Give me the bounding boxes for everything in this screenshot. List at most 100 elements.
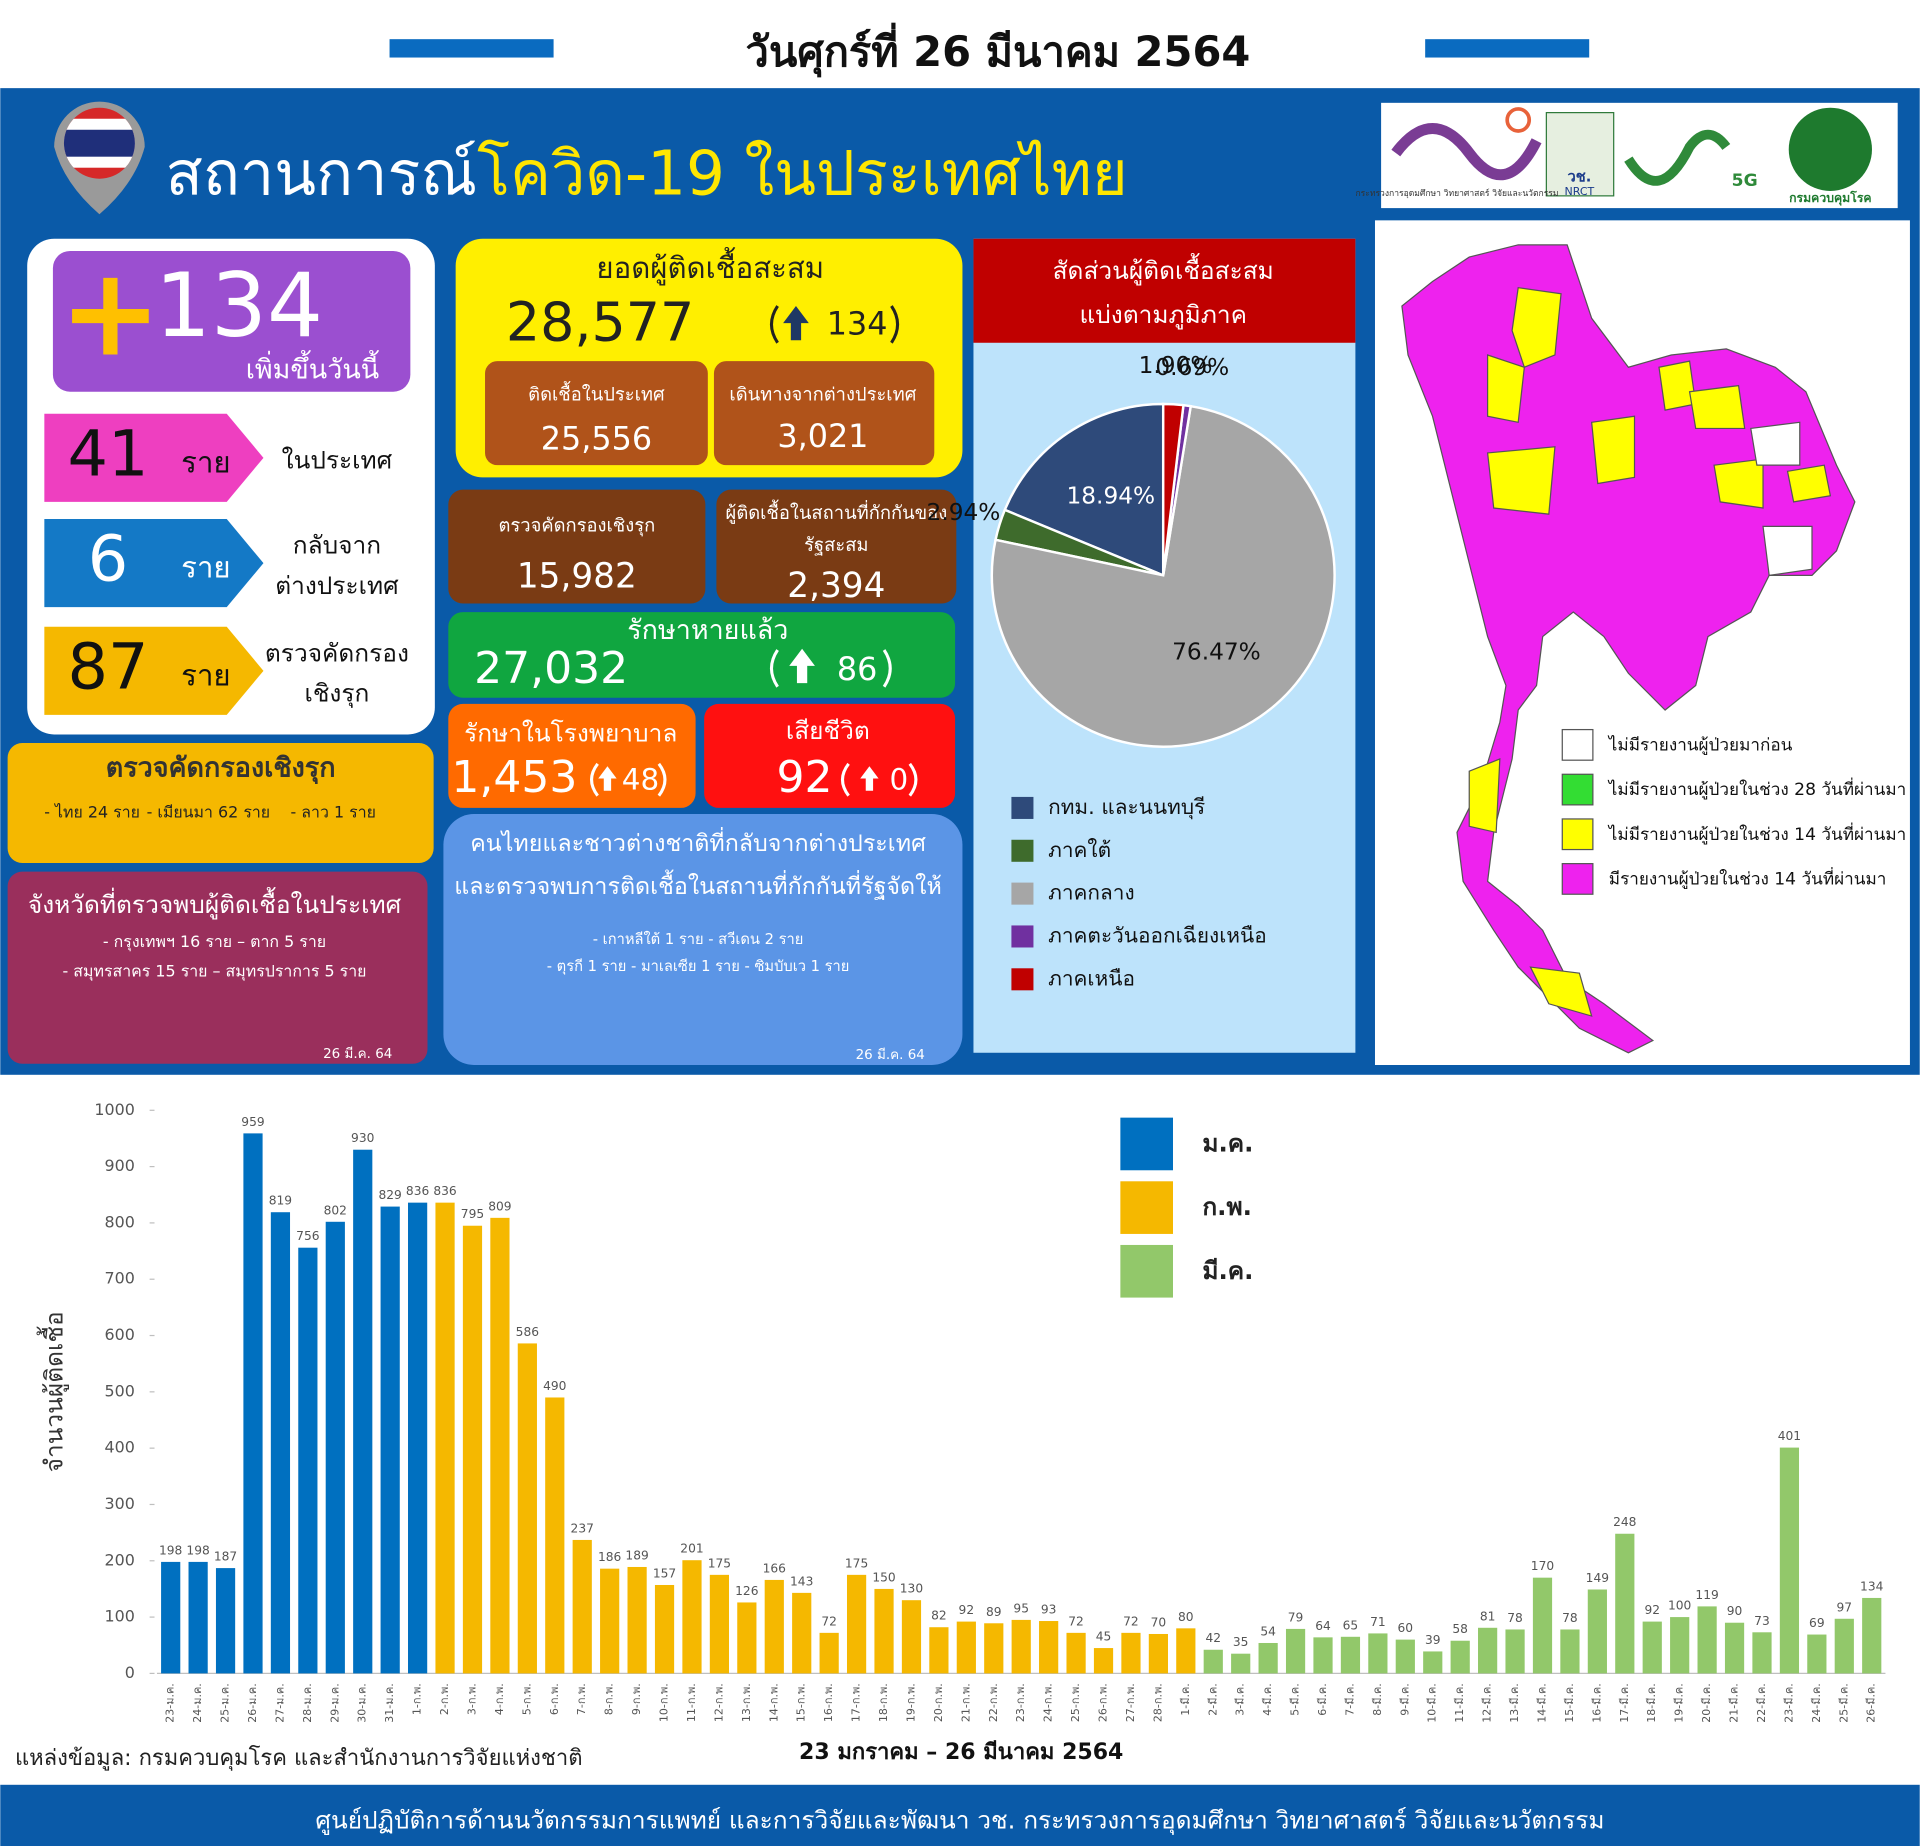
bar-value-label: 39 bbox=[1425, 1633, 1441, 1647]
pie-legend-swatch bbox=[1011, 839, 1034, 862]
bar bbox=[1587, 1589, 1607, 1674]
bar-value-label: 930 bbox=[351, 1131, 374, 1145]
x-tick-label: 31-ม.ค. bbox=[383, 1683, 396, 1723]
bar bbox=[161, 1561, 181, 1674]
bar-value-label: 795 bbox=[461, 1207, 484, 1221]
bar-value-label: 586 bbox=[516, 1325, 540, 1339]
pie-value-label: 76.47% bbox=[1172, 639, 1261, 666]
bar bbox=[1093, 1648, 1114, 1674]
credit: ศูนย์ปฏิบัติการด้านนวัตกรรมการแพทย์ และก… bbox=[315, 1806, 1604, 1836]
bar-value-label: 201 bbox=[680, 1542, 703, 1556]
bar-value-label: 126 bbox=[735, 1584, 759, 1598]
bar bbox=[1039, 1621, 1059, 1674]
screening-title: ตรวจคัดกรองเชิงรุก bbox=[106, 752, 336, 784]
y-tick-label: 800 bbox=[105, 1212, 135, 1231]
bar bbox=[956, 1621, 976, 1674]
logo-text: NRCT bbox=[1565, 185, 1595, 198]
imported-box bbox=[713, 361, 935, 466]
x-tick-label: 30-ม.ค. bbox=[356, 1683, 369, 1723]
logo-mark bbox=[1391, 123, 1542, 181]
x-tick-label: 25-ม.ค. bbox=[219, 1683, 232, 1723]
imported-label: เดินทางจากต่างประเทศ bbox=[729, 384, 916, 405]
title-prefix: สถานการณ์ bbox=[166, 138, 478, 209]
breakdown-label: ในประเทศ bbox=[282, 446, 393, 475]
bar bbox=[1258, 1642, 1278, 1674]
logo-mark bbox=[1788, 107, 1872, 191]
map-legend-swatch bbox=[1561, 818, 1594, 851]
bar bbox=[1642, 1621, 1662, 1674]
map-legend-swatch bbox=[1561, 773, 1594, 806]
deaths-value: 92 bbox=[777, 752, 833, 803]
bar bbox=[1203, 1649, 1223, 1674]
bar bbox=[1670, 1617, 1690, 1674]
pie-value-label: 18.94% bbox=[1066, 482, 1155, 509]
returnees-line: - ตุรกี 1 ราย - มาเลเซีย 1 ราย - ซิมบับเ… bbox=[547, 958, 850, 975]
header-bar bbox=[1425, 39, 1590, 58]
up-arrow bbox=[783, 306, 809, 341]
quarantine-value: 2,394 bbox=[787, 566, 885, 606]
bar-value-label: 71 bbox=[1370, 1615, 1386, 1629]
x-tick-label: 10-มี.ค. bbox=[1426, 1683, 1439, 1723]
breakdown-label: ตรวจคัดกรอง bbox=[265, 638, 409, 667]
map-legend-swatch bbox=[1561, 728, 1594, 761]
pie-legend-swatch bbox=[1011, 968, 1034, 991]
bar-value-label: 809 bbox=[488, 1199, 511, 1213]
bar bbox=[1176, 1628, 1196, 1674]
pie-slice bbox=[990, 404, 1336, 748]
y-tick-label: 100 bbox=[105, 1607, 135, 1626]
header-bar bbox=[389, 39, 554, 58]
x-tick-label: 26-มี.ค. bbox=[1865, 1683, 1878, 1723]
bar bbox=[1779, 1447, 1800, 1674]
bar bbox=[1724, 1622, 1745, 1674]
y-tick-label: 1000 bbox=[94, 1100, 134, 1119]
bar-value-label: 89 bbox=[986, 1605, 1002, 1619]
bar-value-label: 119 bbox=[1695, 1588, 1718, 1602]
provinces-line: - สมุทรสาคร 15 ราย – สมุทรปราการ 5 ราย bbox=[63, 961, 367, 981]
bar bbox=[764, 1579, 784, 1674]
bar bbox=[325, 1221, 345, 1674]
x-tick-label: 23-ม.ค. bbox=[164, 1683, 177, 1723]
imported-value: 3,021 bbox=[777, 417, 868, 455]
bar-value-label: 959 bbox=[241, 1115, 264, 1129]
hospital-value: 1,453 bbox=[451, 752, 577, 803]
pie-slice bbox=[1161, 402, 1185, 576]
x-tick-label: 16-มี.ค. bbox=[1590, 1683, 1603, 1723]
x-tick-label: 23-มี.ค. bbox=[1782, 1683, 1795, 1723]
x-tick-label: 11-ก.พ. bbox=[685, 1683, 698, 1722]
bar bbox=[462, 1225, 483, 1674]
x-tick-label: 24-มี.ค. bbox=[1810, 1683, 1823, 1723]
today-label: เพิ่มขึ้นวันนี้ bbox=[246, 349, 379, 385]
parenthesis bbox=[769, 305, 779, 344]
logo-mark bbox=[1624, 129, 1731, 186]
recovered-value: 27,032 bbox=[474, 643, 628, 694]
bar bbox=[682, 1560, 702, 1674]
bar-value-label: 829 bbox=[378, 1188, 401, 1202]
bar bbox=[243, 1133, 263, 1674]
pie-legend-label: กทม. และนนทบุรี bbox=[1048, 795, 1205, 820]
bar-value-label: 836 bbox=[433, 1184, 457, 1198]
breakdown-label: กลับจาก bbox=[293, 531, 381, 560]
bar-value-label: 836 bbox=[406, 1184, 430, 1198]
bar-value-label: 819 bbox=[269, 1194, 292, 1208]
y-tick-label: 0 bbox=[125, 1663, 135, 1682]
x-tick-label: 7-ก.พ. bbox=[575, 1683, 588, 1715]
pie-header bbox=[973, 238, 1356, 343]
bar-value-label: 78 bbox=[1507, 1611, 1523, 1625]
date: วันศุกร์ที่ 26 มีนาคม 2564 bbox=[746, 22, 1251, 78]
x-tick-label: 18-มี.ค. bbox=[1645, 1683, 1658, 1723]
x-tick-label: 2-ก.พ. bbox=[438, 1683, 451, 1715]
x-tick-label: 8-ก.พ. bbox=[603, 1683, 616, 1715]
x-tick-label: 1-ก.พ. bbox=[411, 1683, 424, 1715]
provinces-box bbox=[7, 871, 428, 1064]
returnees-title: คนไทยและชาวต่างชาติที่กลับจากต่างประเทศ bbox=[470, 827, 926, 857]
x-tick-label: 3-ก.พ. bbox=[465, 1683, 478, 1715]
banner-title: สถานการณ์โควิด-19 ในประเทศไทย bbox=[166, 138, 1128, 209]
bar bbox=[1313, 1637, 1333, 1674]
x-tick-label: 18-ก.พ. bbox=[877, 1683, 890, 1722]
bar bbox=[901, 1600, 922, 1674]
deaths-increase: 0 bbox=[889, 763, 908, 797]
breakdown-label: เชิงรุก bbox=[304, 679, 369, 709]
x-tick-label: 14-ก.พ. bbox=[767, 1683, 780, 1722]
